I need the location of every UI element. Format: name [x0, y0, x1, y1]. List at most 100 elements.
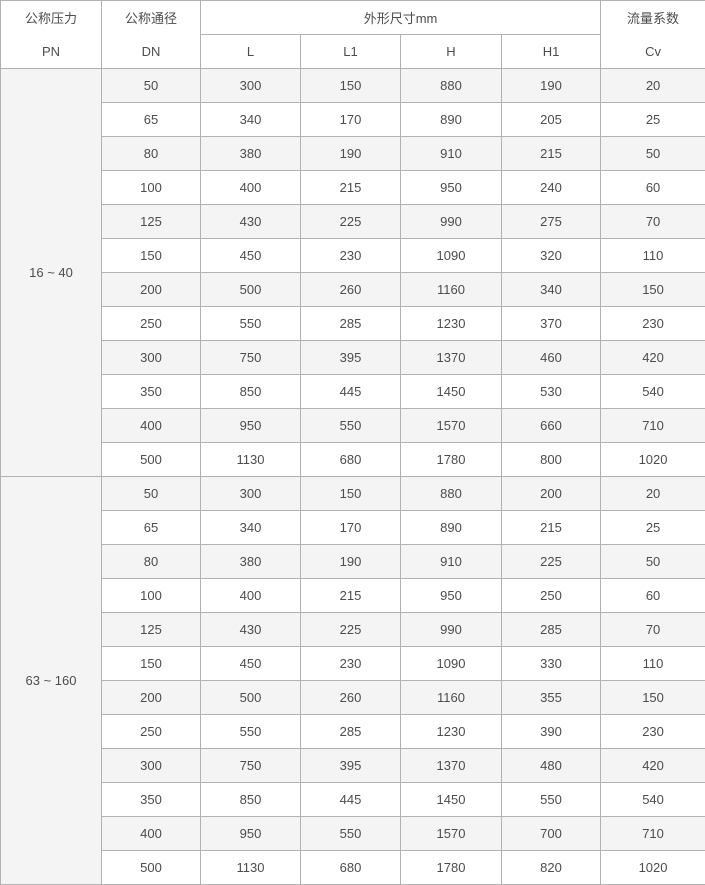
value-cell: 680: [301, 443, 401, 477]
value-cell: 260: [301, 273, 401, 307]
value-cell: 355: [502, 681, 601, 715]
value-cell: 50: [601, 137, 705, 171]
value-cell: 320: [502, 239, 601, 273]
value-cell: 215: [301, 579, 401, 613]
value-cell: 150: [102, 239, 201, 273]
value-cell: 1570: [401, 409, 502, 443]
value-cell: 445: [301, 375, 401, 409]
value-cell: 820: [502, 851, 601, 885]
value-cell: 65: [102, 511, 201, 545]
value-cell: 240: [502, 171, 601, 205]
value-cell: 150: [102, 647, 201, 681]
value-cell: 1230: [401, 307, 502, 341]
value-cell: 990: [401, 613, 502, 647]
value-cell: 550: [301, 817, 401, 851]
value-cell: 950: [201, 817, 301, 851]
table-header: 公称压力 PN 公称通径 DN 外形尺寸mm 流量系数 Cv L L1 H H1: [1, 1, 705, 69]
header-flow-coefficient: 流量系数 Cv: [601, 1, 705, 69]
value-cell: 25: [601, 103, 705, 137]
value-cell: 50: [601, 545, 705, 579]
value-cell: 910: [401, 137, 502, 171]
value-cell: 950: [401, 579, 502, 613]
value-cell: 215: [502, 511, 601, 545]
value-cell: 260: [301, 681, 401, 715]
value-cell: 400: [201, 579, 301, 613]
value-cell: 330: [502, 647, 601, 681]
value-cell: 340: [201, 511, 301, 545]
value-cell: 750: [201, 341, 301, 375]
value-cell: 80: [102, 137, 201, 171]
value-cell: 230: [301, 647, 401, 681]
value-cell: 430: [201, 613, 301, 647]
value-cell: 500: [102, 851, 201, 885]
value-cell: 380: [201, 137, 301, 171]
value-cell: 1570: [401, 817, 502, 851]
value-cell: 850: [201, 375, 301, 409]
value-cell: 380: [201, 545, 301, 579]
value-cell: 300: [201, 69, 301, 103]
value-cell: 460: [502, 341, 601, 375]
value-cell: 400: [201, 171, 301, 205]
value-cell: 20: [601, 69, 705, 103]
value-cell: 400: [102, 817, 201, 851]
value-cell: 1090: [401, 239, 502, 273]
header-nominal-diameter: 公称通径 DN: [102, 1, 201, 69]
value-cell: 205: [502, 103, 601, 137]
value-cell: 230: [601, 307, 705, 341]
value-cell: 1780: [401, 851, 502, 885]
header-nominal-diameter-code: DN: [102, 35, 200, 68]
value-cell: 1130: [201, 851, 301, 885]
value-cell: 1450: [401, 375, 502, 409]
value-cell: 215: [301, 171, 401, 205]
value-cell: 300: [102, 749, 201, 783]
value-cell: 170: [301, 103, 401, 137]
value-cell: 950: [401, 171, 502, 205]
header-flow-coefficient-code: Cv: [601, 35, 705, 68]
value-cell: 880: [401, 477, 502, 511]
value-cell: 225: [301, 205, 401, 239]
value-cell: 125: [102, 613, 201, 647]
value-cell: 20: [601, 477, 705, 511]
header-nominal-diameter-cn: 公称通径: [102, 2, 200, 35]
value-cell: 530: [502, 375, 601, 409]
value-cell: 950: [201, 409, 301, 443]
value-cell: 450: [201, 647, 301, 681]
value-cell: 60: [601, 171, 705, 205]
value-cell: 990: [401, 205, 502, 239]
value-cell: 50: [102, 477, 201, 511]
value-cell: 215: [502, 137, 601, 171]
value-cell: 750: [201, 749, 301, 783]
value-cell: 275: [502, 205, 601, 239]
value-cell: 350: [102, 375, 201, 409]
header-dim-H: H: [401, 35, 502, 69]
value-cell: 540: [601, 783, 705, 817]
value-cell: 70: [601, 613, 705, 647]
value-cell: 400: [102, 409, 201, 443]
value-cell: 190: [301, 545, 401, 579]
value-cell: 350: [102, 783, 201, 817]
header-nominal-pressure-code: PN: [1, 35, 101, 68]
value-cell: 250: [502, 579, 601, 613]
value-cell: 480: [502, 749, 601, 783]
value-cell: 150: [601, 273, 705, 307]
value-cell: 890: [401, 511, 502, 545]
value-cell: 285: [301, 307, 401, 341]
value-cell: 50: [102, 69, 201, 103]
value-cell: 25: [601, 511, 705, 545]
value-cell: 1230: [401, 715, 502, 749]
pn-group-cell: 63 ~ 160: [1, 477, 102, 885]
value-cell: 110: [601, 239, 705, 273]
value-cell: 1160: [401, 273, 502, 307]
